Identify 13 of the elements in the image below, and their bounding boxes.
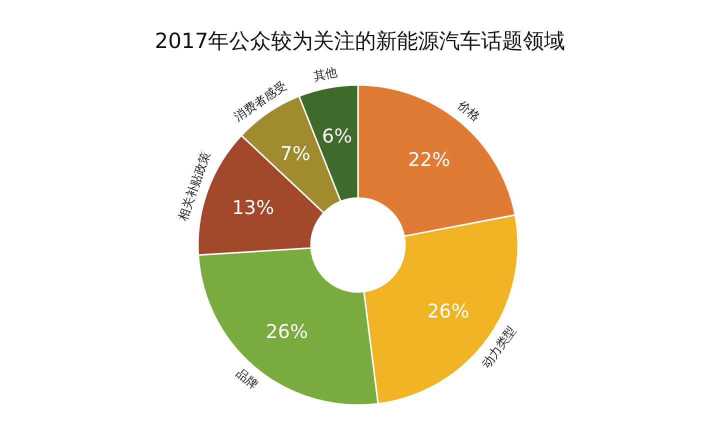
slice-label: 相关补贴政策 (176, 150, 214, 222)
data-label: 26% (266, 320, 308, 343)
slice-label: 价格 (454, 97, 483, 124)
slice-label: 动力类型 (479, 324, 519, 371)
data-label: 22% (408, 149, 450, 172)
data-label: 7% (280, 142, 310, 165)
slice-label: 品牌 (233, 366, 261, 392)
data-label: 13% (232, 197, 274, 220)
slice-label: 消费者感受 (231, 78, 289, 124)
data-label: 6% (322, 125, 352, 148)
chart-title: 2017年公众较为关注的新能源汽车话题领域 (154, 29, 566, 53)
slice-label: 其他 (312, 64, 338, 84)
data-label: 26% (427, 300, 470, 323)
